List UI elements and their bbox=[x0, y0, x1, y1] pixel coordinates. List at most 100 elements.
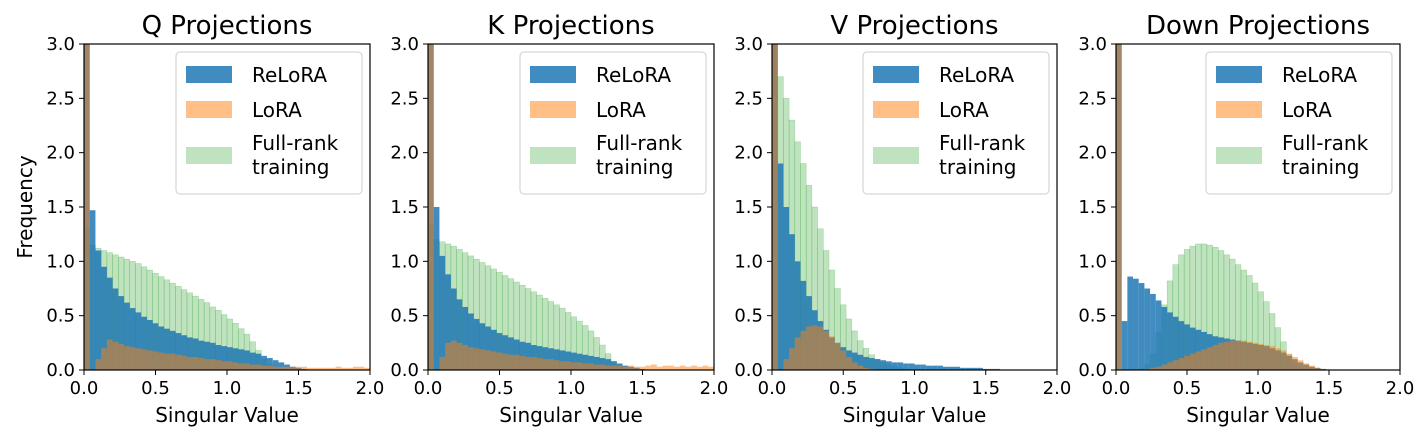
bar-relora bbox=[542, 347, 549, 370]
bar-full bbox=[1195, 243, 1202, 370]
bar-relora bbox=[181, 335, 187, 370]
bar-full bbox=[169, 282, 176, 370]
bar-lora bbox=[490, 351, 497, 370]
bar-lora bbox=[789, 348, 795, 370]
bar-relora bbox=[192, 338, 199, 370]
bar-lora bbox=[1258, 343, 1264, 370]
bar-relora bbox=[95, 250, 102, 370]
x-tick-label: 0.0 bbox=[758, 378, 787, 399]
y-tick-label: 1.5 bbox=[734, 197, 763, 218]
bar-lora bbox=[772, 44, 778, 370]
bar-lora bbox=[1218, 342, 1224, 370]
bar-lora bbox=[1275, 348, 1281, 370]
y-tick-label: 2.5 bbox=[1078, 88, 1107, 109]
bar-relora bbox=[89, 210, 96, 370]
y-tick-label: 1.0 bbox=[1078, 251, 1107, 272]
bar-full bbox=[507, 278, 515, 370]
bar-lora bbox=[335, 366, 342, 370]
bar-full bbox=[547, 301, 555, 370]
bar-lora bbox=[679, 365, 686, 370]
bar-relora bbox=[1127, 276, 1134, 370]
bar-lora bbox=[1223, 341, 1230, 370]
chart-title: Down Projections bbox=[1146, 11, 1370, 41]
bar-lora bbox=[192, 356, 199, 370]
bar-full bbox=[1223, 254, 1230, 370]
bar-relora bbox=[914, 364, 921, 370]
bar-lora bbox=[851, 362, 858, 370]
bar-lora bbox=[685, 366, 692, 370]
bar-full bbox=[542, 298, 549, 370]
bar-full bbox=[1240, 269, 1247, 370]
bar-lora bbox=[158, 352, 165, 370]
bar-relora bbox=[445, 274, 451, 370]
bar-relora bbox=[129, 308, 136, 370]
bar-lora bbox=[1150, 367, 1156, 370]
bar-full bbox=[817, 228, 824, 370]
bar-lora bbox=[1240, 340, 1247, 370]
bar-relora bbox=[450, 288, 457, 370]
bar-lora bbox=[106, 339, 113, 370]
bar-full bbox=[524, 288, 532, 370]
bar-relora bbox=[931, 365, 938, 370]
bar-lora bbox=[238, 363, 245, 370]
bar-lora bbox=[525, 356, 531, 370]
bar-relora bbox=[272, 360, 279, 370]
bar-lora bbox=[318, 367, 325, 370]
bar-lora bbox=[811, 325, 818, 370]
bar-full bbox=[180, 289, 188, 370]
bar-lora bbox=[702, 365, 709, 370]
bar-lora bbox=[84, 44, 90, 370]
bar-relora bbox=[158, 326, 165, 370]
bar-lora bbox=[1167, 362, 1173, 370]
y-tick-label: 0.0 bbox=[1078, 360, 1107, 381]
bar-lora bbox=[800, 330, 807, 370]
y-tick-label: 1.5 bbox=[390, 197, 419, 218]
bar-relora bbox=[267, 358, 273, 370]
bar-relora bbox=[496, 333, 503, 370]
bar-lora bbox=[1286, 353, 1293, 370]
bar-lora bbox=[553, 360, 560, 370]
bar-relora bbox=[227, 347, 233, 370]
bar-lora bbox=[215, 360, 222, 370]
bar-lora bbox=[1292, 356, 1298, 370]
legend-swatch-lora bbox=[873, 101, 919, 118]
bar-lora bbox=[485, 350, 491, 370]
legend-swatch-relora bbox=[873, 66, 919, 83]
y-tick-label: 0.0 bbox=[46, 360, 75, 381]
bar-relora bbox=[920, 364, 926, 370]
legend-swatch-lora bbox=[186, 101, 232, 118]
bar-lora bbox=[628, 365, 634, 370]
y-tick-label: 2.0 bbox=[1078, 143, 1107, 164]
bar-relora bbox=[971, 367, 978, 370]
bar-lora bbox=[662, 365, 669, 370]
x-tick-label: 2.0 bbox=[700, 378, 729, 399]
bar-full bbox=[1178, 254, 1185, 370]
legend-box bbox=[862, 51, 1050, 195]
bar-relora bbox=[1167, 312, 1173, 370]
x-tick-label: 2.0 bbox=[356, 378, 385, 399]
legend-label-full: Full-rank training bbox=[1282, 131, 1369, 179]
bar-relora bbox=[800, 280, 807, 370]
bar-lora bbox=[450, 340, 457, 370]
bar-lora bbox=[146, 350, 153, 370]
legend: ReLoRA LoRA Full-rank training bbox=[1205, 51, 1393, 195]
bar-lora bbox=[358, 366, 365, 370]
bar-relora bbox=[118, 296, 125, 370]
bar-relora bbox=[204, 341, 210, 370]
bar-lora bbox=[576, 362, 583, 370]
y-tick-label: 2.5 bbox=[390, 88, 419, 109]
bar-full bbox=[1212, 246, 1219, 370]
bar-lora bbox=[513, 354, 520, 370]
bar-full bbox=[479, 262, 486, 370]
bar-lora bbox=[548, 359, 554, 370]
chart-title: Q Projections bbox=[142, 11, 313, 41]
bar-lora bbox=[846, 356, 852, 370]
bar-relora bbox=[215, 345, 222, 370]
bar-full bbox=[1200, 243, 1208, 370]
bar-lora bbox=[1116, 44, 1122, 370]
bar-lora bbox=[817, 326, 824, 370]
bar-relora bbox=[1184, 324, 1190, 370]
bar-relora bbox=[965, 367, 972, 370]
bar-relora bbox=[908, 363, 915, 370]
